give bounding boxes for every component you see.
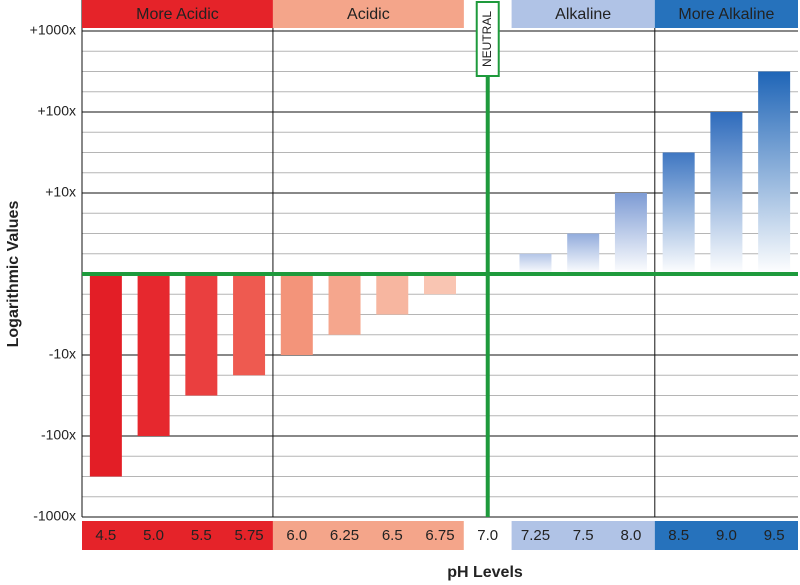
zone-label: Acidic: [347, 6, 390, 23]
zone-label: More Alkaline: [678, 6, 774, 23]
bar: [280, 274, 313, 355]
x-axis-label: pH Levels: [447, 564, 523, 581]
bar: [185, 274, 218, 396]
x-tick-label: 6.25: [330, 527, 359, 544]
x-tick-label: 8.0: [621, 527, 642, 544]
bar: [137, 274, 170, 436]
y-tick-label: -100x: [41, 427, 76, 443]
zone-label: NEUTRAL: [480, 11, 494, 67]
zone-header: [654, 0, 798, 28]
zone-label: Alkaline: [555, 6, 611, 23]
bar: [710, 112, 743, 274]
bar: [89, 274, 122, 477]
y-tick-label: +1000x: [30, 22, 76, 38]
x-tick-label: 7.5: [573, 527, 594, 544]
bar: [567, 233, 600, 274]
bar: [614, 193, 647, 274]
y-tick-label: +100x: [37, 103, 76, 119]
zone-header: [82, 0, 273, 28]
zone-label: More Acidic: [136, 6, 219, 23]
zone-footer: [272, 521, 464, 550]
zone-footer: [511, 521, 655, 550]
x-tick-label: 6.5: [382, 527, 403, 544]
bar: [519, 253, 552, 274]
x-tick-label: 5.0: [143, 527, 164, 544]
x-tick-label: 8.5: [668, 527, 689, 544]
y-tick-label: -1000x: [33, 508, 76, 524]
y-tick-label: +10x: [45, 184, 76, 200]
bar: [328, 274, 361, 335]
zone-footer: [654, 521, 798, 550]
x-tick-label: 7.0: [477, 527, 498, 544]
x-tick-label: 5.5: [191, 527, 212, 544]
zone-header: [511, 0, 655, 28]
bar: [233, 274, 266, 376]
x-tick-label: 4.5: [95, 527, 116, 544]
x-tick-label: 9.0: [716, 527, 737, 544]
x-tick-label: 6.75: [425, 527, 454, 544]
x-tick-label: 7.25: [521, 527, 550, 544]
bar: [758, 71, 791, 274]
x-tick-label: 6.0: [286, 527, 307, 544]
x-tick-label: 5.75: [234, 527, 263, 544]
x-tick-label: 9.5: [764, 527, 785, 544]
bar: [376, 274, 409, 315]
y-tick-label: -10x: [49, 346, 76, 362]
zone-header: [272, 0, 464, 28]
zone-footer: [463, 521, 512, 550]
bar: [662, 152, 695, 274]
bar: [424, 274, 456, 295]
zone-footer: [82, 521, 273, 550]
y-axis-label: Logarithmic Values: [5, 201, 22, 348]
